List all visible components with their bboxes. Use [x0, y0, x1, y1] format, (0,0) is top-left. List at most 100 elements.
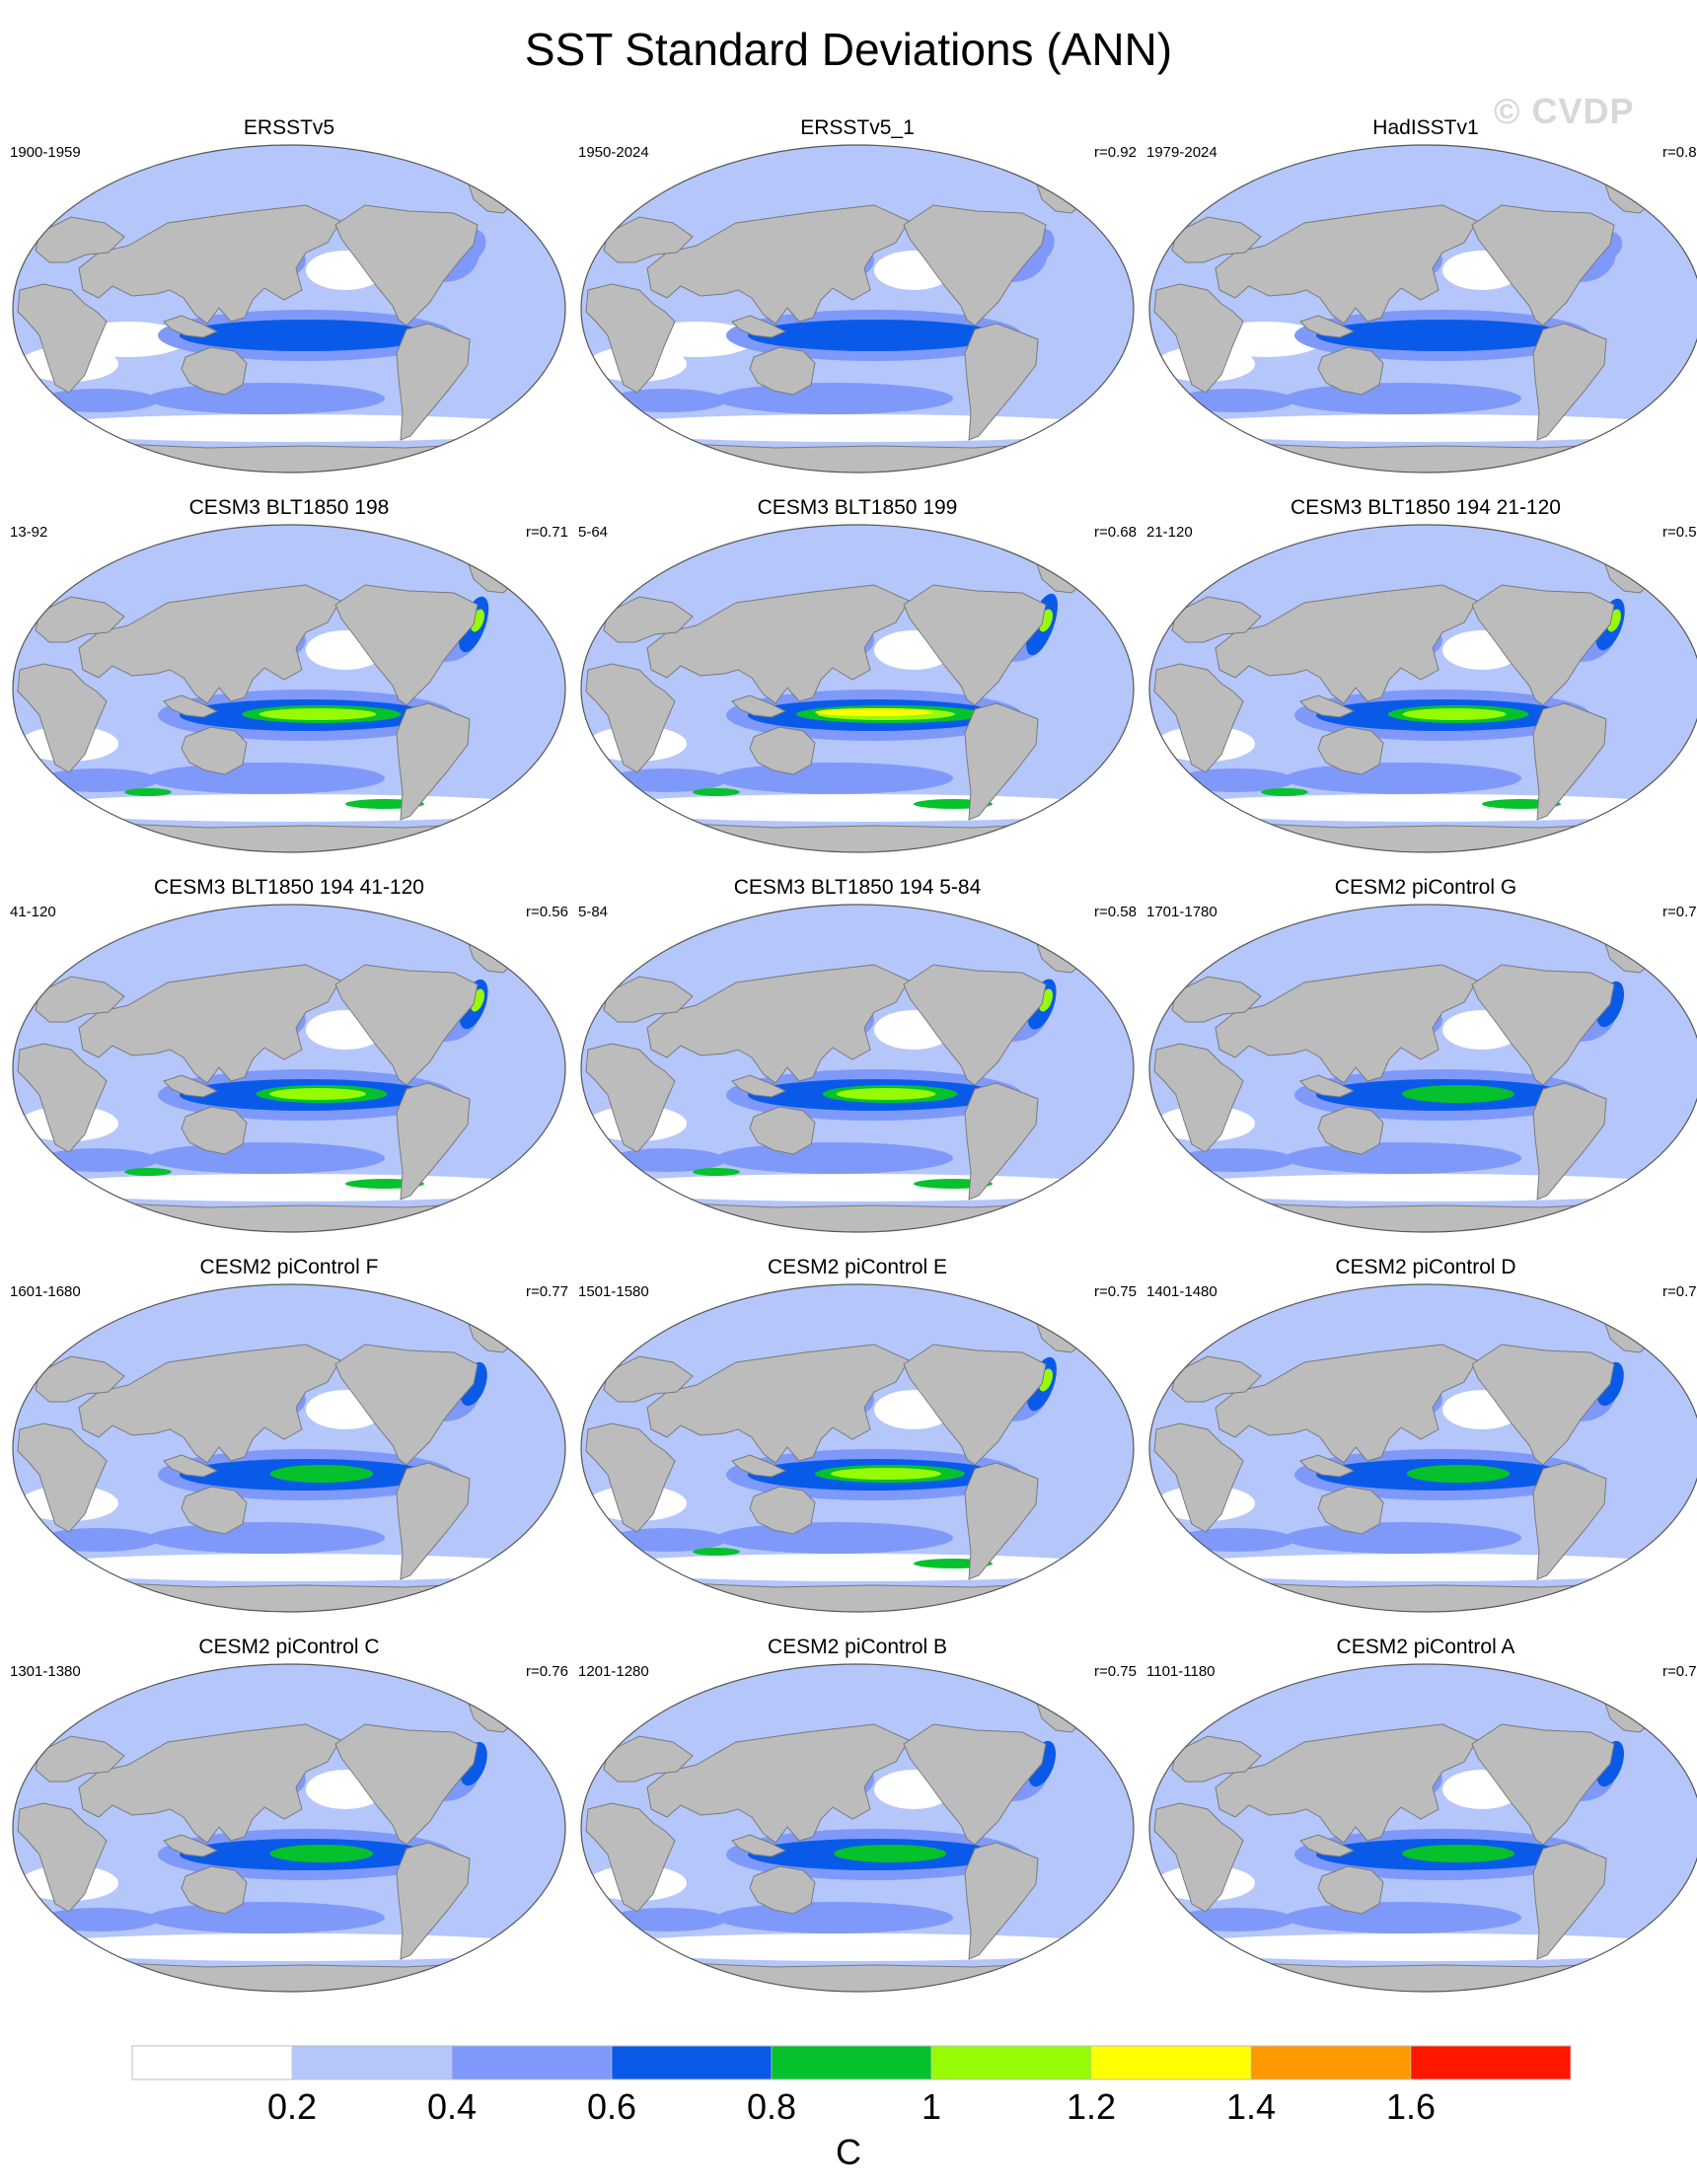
- enso-core: [269, 1845, 374, 1862]
- land-antarctica: [1184, 1202, 1681, 1232]
- land-asia: [78, 1723, 341, 1844]
- panel-title: CESM3 BLT1850 198: [188, 496, 390, 519]
- panel-pattern-correlation: r=0.81: [1662, 144, 1697, 161]
- land-antarctica: [1184, 1962, 1681, 1992]
- land-australia: [749, 346, 816, 396]
- world-map: [1148, 1663, 1697, 1993]
- land-samerica: [396, 1462, 471, 1580]
- panel-title: CESM2 piControl D: [1335, 1256, 1516, 1278]
- enso-core: [834, 1845, 946, 1862]
- panel-pattern-correlation: r=0.68: [1094, 524, 1137, 541]
- land-antarctica: [1184, 443, 1681, 473]
- map-outline: [580, 904, 1135, 1233]
- land-indonesia: [163, 1834, 219, 1857]
- map-outline: [12, 904, 566, 1233]
- land-indonesia: [163, 1074, 219, 1098]
- panel-period: 5-64: [578, 524, 609, 541]
- land-europe: [603, 596, 694, 643]
- land-australia: [749, 1486, 816, 1535]
- map-panel: CESM2 piControl D 1401-1480 r=0.74: [1146, 1254, 1697, 1619]
- land-namerica: [903, 964, 1047, 1086]
- southern-ocean-band: [148, 1522, 385, 1554]
- land-asia: [78, 584, 341, 704]
- land-australia: [749, 1106, 816, 1155]
- southern-ocean-band: [1176, 389, 1294, 412]
- land-asia: [646, 204, 910, 325]
- land-europe: [1171, 976, 1262, 1023]
- land-namerica: [1471, 964, 1615, 1086]
- panel-period: 1401-1480: [1146, 1283, 1217, 1300]
- land-antarctica: [47, 443, 545, 473]
- colorbar-tick-label: 0.6: [587, 2086, 636, 2127]
- southern-ocean-hotspot: [693, 1548, 740, 1556]
- panel-pattern-correlation: r=0.56: [526, 904, 568, 920]
- panel-period: 13-92: [10, 524, 48, 541]
- land-europe: [1171, 1735, 1262, 1783]
- world-map: [12, 524, 566, 853]
- land-indonesia: [163, 315, 219, 338]
- southern-ocean-hotspot: [124, 788, 172, 796]
- land-africa: [17, 1422, 108, 1533]
- low-variability-band: [591, 414, 1124, 442]
- cvdp-watermark: © CVDP: [1494, 91, 1635, 131]
- land-asia: [1215, 1344, 1478, 1464]
- land-indonesia: [1299, 694, 1356, 718]
- colorbar-tick-label: 0.2: [267, 2086, 317, 2127]
- map-outline: [580, 144, 1135, 473]
- land-africa: [585, 1043, 676, 1153]
- map-outline: [12, 1663, 566, 1993]
- panel-pattern-correlation: r=0.54: [1662, 524, 1697, 541]
- southern-ocean-band: [608, 1528, 726, 1552]
- world-map: [12, 1663, 566, 1993]
- land-europe: [603, 976, 694, 1023]
- map-outline: [12, 524, 566, 853]
- world-map: [580, 144, 1135, 473]
- southern-ocean-band: [1176, 768, 1294, 792]
- colorbar-swatch: [1410, 2045, 1572, 2080]
- map-outline: [580, 1283, 1135, 1613]
- land-indonesia: [1299, 1074, 1356, 1098]
- map-panel: CESM2 piControl E 1501-1580 r=0.75: [578, 1254, 1137, 1619]
- world-map: [1148, 904, 1697, 1233]
- land-antarctica: [1184, 1582, 1681, 1612]
- panel-title: ERSSTv5_1: [800, 116, 915, 139]
- enso-peak: [1402, 708, 1507, 720]
- southern-ocean-band: [39, 389, 158, 412]
- southern-ocean-band: [608, 389, 726, 412]
- land-asia: [78, 204, 341, 325]
- enso-max: [815, 708, 933, 716]
- panel-period: 21-120: [1146, 524, 1193, 541]
- enso-peak: [269, 1088, 366, 1100]
- enso-peak: [836, 1088, 936, 1100]
- land-namerica: [903, 1344, 1047, 1466]
- land-europe: [35, 216, 125, 263]
- land-europe: [35, 596, 125, 643]
- panel-period: 5-84: [578, 904, 609, 920]
- low-variability-band: [1159, 1554, 1692, 1581]
- land-europe: [35, 1355, 125, 1403]
- southern-ocean-band: [148, 763, 385, 794]
- map-panel: HadISSTv1 1979-2024 r=0.81: [1146, 114, 1697, 479]
- land-indonesia: [163, 694, 219, 718]
- colorbar-tick-label: 1.2: [1067, 2086, 1116, 2127]
- map-outline: [1148, 1663, 1697, 1993]
- land-asia: [646, 584, 910, 704]
- land-africa: [585, 663, 676, 773]
- land-asia: [646, 1344, 910, 1464]
- land-namerica: [334, 964, 479, 1086]
- land-asia: [1215, 584, 1478, 704]
- land-antarctica: [616, 1582, 1113, 1612]
- map-panel: CESM3 BLT1850 199 5-64 r=0.68: [578, 494, 1137, 859]
- map-panel: CESM2 piControl C 1301-1380 r=0.76: [10, 1634, 568, 1999]
- land-indonesia: [163, 1454, 219, 1478]
- low-variability-band: [591, 1174, 1124, 1201]
- colorbar-tick-label: 1.6: [1386, 2086, 1436, 2127]
- land-samerica: [396, 323, 471, 441]
- map-outline: [1148, 144, 1697, 473]
- land-antarctica: [47, 1962, 545, 1992]
- map-panel: CESM2 piControl F 1601-1680 r=0.77: [10, 1254, 568, 1619]
- map-outline: [12, 144, 566, 473]
- land-indonesia: [731, 315, 787, 338]
- map-outline: [1148, 524, 1697, 853]
- land-antarctica: [1184, 823, 1681, 852]
